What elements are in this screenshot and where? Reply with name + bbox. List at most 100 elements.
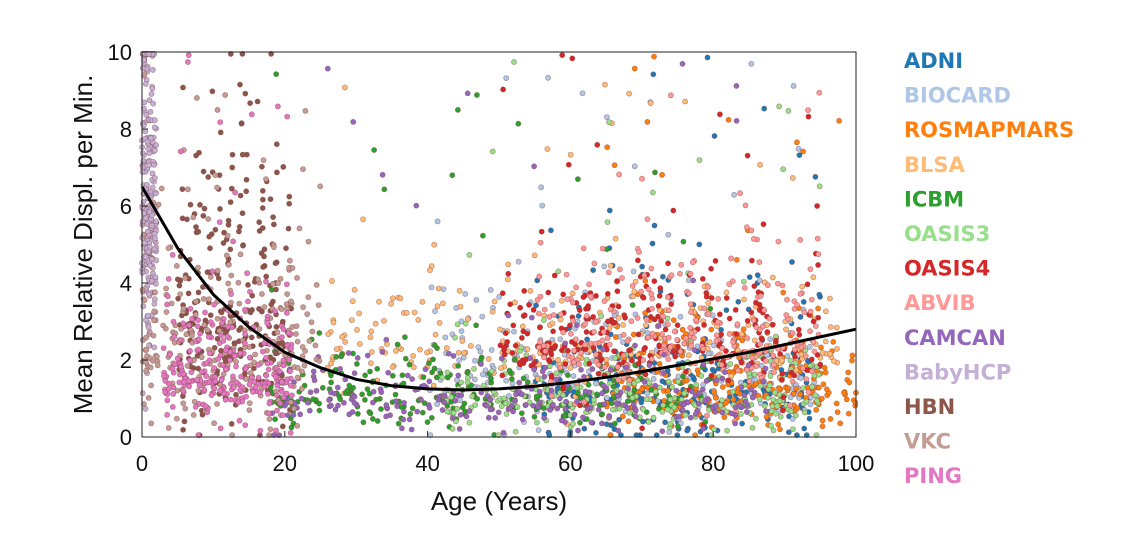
data-point-ping — [231, 353, 238, 359]
data-point-abvib — [671, 328, 678, 335]
data-point-oasis4 — [662, 326, 669, 333]
data-point-abvib — [692, 317, 699, 323]
data-point-vkc — [195, 387, 202, 394]
data-point-camcan — [587, 404, 594, 411]
data-point-oasis3 — [458, 379, 464, 386]
data-point-oasis3 — [696, 157, 703, 163]
data-point-babyhcp — [149, 85, 156, 92]
data-point-rosmapmars — [611, 162, 618, 169]
data-point-camcan — [298, 395, 305, 402]
data-point-abvib — [573, 284, 579, 291]
data-point-adni — [801, 425, 808, 432]
legend-item-adni: ADNI — [904, 49, 963, 73]
data-point-rosmapmars — [815, 305, 821, 312]
data-point-oasis3 — [444, 408, 451, 415]
data-point-icbm — [344, 387, 351, 394]
data-point-abvib — [638, 288, 644, 295]
data-point-camcan — [466, 408, 473, 414]
data-point-oasis4 — [545, 289, 552, 296]
data-point-oasis4 — [665, 260, 671, 267]
data-point-oasis3 — [815, 371, 822, 378]
data-point-ping — [248, 111, 255, 118]
data-point-blsa — [519, 323, 526, 330]
data-point-camcan — [457, 411, 464, 418]
data-point-vkc — [275, 280, 281, 287]
data-point-rosmapmars — [625, 418, 632, 425]
data-point-vkc — [192, 311, 199, 318]
data-point-oasis4 — [810, 318, 817, 325]
data-point-camcan — [528, 314, 535, 321]
data-point-ping — [187, 305, 194, 312]
data-point-biocard — [631, 163, 638, 170]
y-tick-label: 2 — [120, 348, 132, 373]
data-point-oasis4 — [569, 55, 576, 62]
data-point-camcan — [600, 382, 607, 389]
data-point-oasis3 — [591, 396, 597, 403]
data-point-blsa — [632, 278, 639, 285]
data-point-abvib — [784, 296, 790, 303]
data-point-blsa — [789, 175, 796, 181]
data-point-camcan — [733, 117, 740, 124]
data-point-oasis4 — [725, 377, 732, 384]
data-point-hbn — [238, 120, 245, 127]
data-point-icbm — [350, 384, 356, 391]
data-point-camcan — [536, 388, 543, 395]
data-point-oasis3 — [659, 408, 666, 415]
data-point-oasis4 — [760, 221, 767, 228]
data-point-ping — [236, 417, 243, 424]
data-point-camcan — [713, 403, 719, 409]
data-point-blsa — [778, 357, 785, 364]
data-point-ping — [185, 52, 192, 58]
data-point-abvib — [681, 340, 687, 347]
data-point-rosmapmars — [845, 410, 852, 417]
legend: ADNI BIOCARD ROSMAPMARS BLSA ICBM OASIS3 OASIS… — [904, 49, 1074, 488]
data-point-oasis4 — [716, 311, 723, 318]
data-point-ping — [273, 427, 279, 434]
data-point-abvib — [789, 378, 796, 385]
data-point-camcan — [290, 412, 297, 418]
data-point-camcan — [722, 369, 728, 376]
data-point-ping — [164, 301, 170, 308]
data-point-ping — [246, 354, 253, 361]
data-point-rosmapmars — [604, 144, 611, 151]
data-point-camcan — [599, 420, 605, 427]
data-point-oasis4 — [651, 278, 658, 284]
data-point-oasis4 — [562, 361, 569, 367]
data-point-babyhcp — [139, 218, 146, 225]
data-point-camcan — [500, 429, 507, 436]
data-point-camcan — [703, 377, 710, 384]
data-point-oasis3 — [514, 404, 521, 410]
data-point-abvib — [688, 342, 694, 349]
data-point-adni — [704, 54, 711, 61]
data-point-blsa — [456, 287, 463, 294]
data-point-vkc — [190, 214, 197, 221]
data-point-abvib — [750, 235, 757, 242]
data-point-vkc — [180, 305, 187, 312]
data-point-ping — [246, 381, 253, 388]
data-point-icbm — [461, 400, 468, 407]
data-point-oasis4 — [708, 295, 715, 301]
data-point-oasis4 — [777, 350, 783, 357]
data-point-ping — [195, 346, 202, 353]
data-point-vkc — [256, 326, 263, 332]
data-point-blsa — [430, 382, 437, 389]
data-point-camcan — [450, 352, 457, 359]
data-point-blsa — [620, 321, 626, 328]
data-point-adni — [660, 273, 666, 280]
data-point-oasis4 — [699, 275, 706, 282]
data-point-abvib — [729, 278, 736, 285]
data-point-blsa — [833, 324, 840, 331]
data-point-blsa — [607, 262, 614, 269]
data-point-icbm — [407, 410, 414, 417]
data-point-ping — [206, 378, 213, 385]
data-point-icbm — [508, 376, 515, 382]
data-point-biocard — [557, 336, 564, 343]
x-axis-title: Age (Years) — [431, 486, 567, 516]
data-point-abvib — [578, 349, 585, 356]
data-point-adni — [606, 207, 613, 214]
data-point-oasis3 — [675, 378, 682, 385]
data-point-oasis3 — [764, 394, 771, 401]
data-point-ping — [279, 412, 286, 419]
data-point-camcan — [379, 171, 386, 178]
data-point-biocard — [511, 328, 517, 335]
